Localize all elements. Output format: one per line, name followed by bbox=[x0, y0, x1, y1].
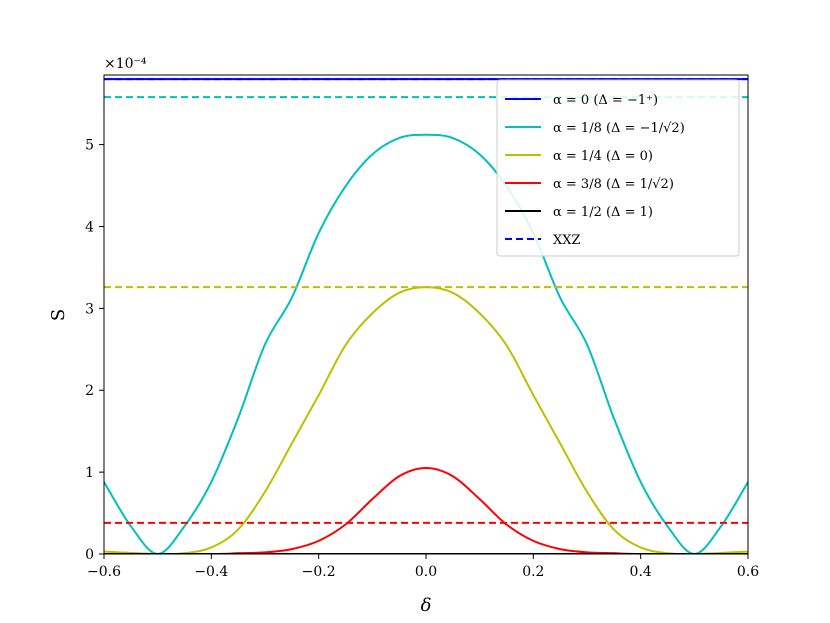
legend-label: α = 1/4 (Δ = 0) bbox=[553, 149, 653, 164]
y-tick-label: 4 bbox=[85, 219, 94, 235]
x-tick-label: 0.2 bbox=[522, 564, 544, 580]
series-line-1 bbox=[104, 133, 748, 554]
x-tick-label: 0.6 bbox=[737, 564, 759, 580]
x-axis-ticks: −0.6 −0.4 −0.2 0.0 0.2 0.4 0.6 bbox=[87, 554, 759, 580]
y-tick-label: 3 bbox=[85, 301, 94, 317]
plot-series-group bbox=[104, 78, 748, 554]
y-scale-factor: ×10⁻⁴ bbox=[104, 56, 147, 72]
x-tick-label: −0.4 bbox=[194, 564, 228, 580]
x-tick-label: 0.4 bbox=[630, 564, 652, 580]
legend-label: α = 1/2 (Δ = 1) bbox=[553, 205, 653, 220]
legend-label: α = 0 (Δ = −1⁺) bbox=[553, 93, 658, 108]
legend-entries: α = 0 (Δ = −1⁺) α = 1/8 (Δ = −1/√2) α = 1/… bbox=[505, 93, 685, 248]
legend-label: α = 1/8 (Δ = −1/√2) bbox=[553, 121, 685, 136]
y-tick-label: 2 bbox=[85, 383, 94, 399]
y-tick-label: 5 bbox=[85, 138, 94, 154]
y-tick-label: 1 bbox=[85, 465, 94, 481]
x-tick-label: −0.2 bbox=[302, 564, 336, 580]
y-axis-label: S bbox=[48, 309, 69, 321]
legend: α = 0 (Δ = −1⁺) α = 1/8 (Δ = −1/√2) α = 1/… bbox=[496, 79, 740, 257]
x-axis-label: δ bbox=[421, 595, 432, 616]
legend-label: XXZ bbox=[553, 233, 581, 248]
x-tick-label: −0.6 bbox=[87, 564, 121, 580]
legend-label: α = 3/8 (Δ = 1/√2) bbox=[553, 177, 674, 192]
series-line-3 bbox=[104, 467, 748, 554]
y-tick-label: 0 bbox=[85, 547, 94, 563]
x-tick-label: 0.0 bbox=[415, 564, 437, 580]
y-axis-ticks: 0 1 2 3 4 5 bbox=[85, 138, 104, 563]
legend-box bbox=[496, 79, 740, 257]
